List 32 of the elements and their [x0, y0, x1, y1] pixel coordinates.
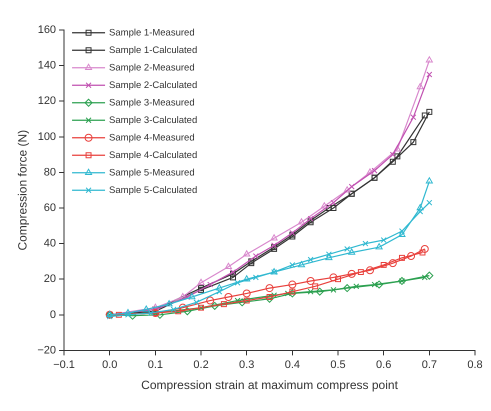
y-tick-label: 80	[44, 166, 56, 178]
y-tick-label: 60	[44, 202, 56, 214]
y-tick-label: −20	[37, 344, 56, 356]
x-tick-label: 0.2	[193, 359, 209, 372]
x-tick-label: 0.7	[422, 359, 437, 372]
legend-label: Sample 1-Measured	[109, 27, 195, 38]
x-tick-label: 0.5	[330, 359, 346, 372]
y-tick-label: 20	[44, 273, 56, 286]
legend-label: Sample 2-Measured	[109, 62, 195, 74]
x-tick-label: 0.1	[148, 359, 164, 372]
x-tick-label: 0.0	[102, 359, 118, 372]
y-tick-label: 100	[38, 130, 56, 143]
legend-label: Sample 3-Calculated	[109, 114, 198, 126]
legend-label: Sample 5-Measured	[109, 167, 195, 178]
legend-label: Sample 4-Measured	[109, 132, 195, 144]
legend-label: Sample 4-Calculated	[109, 150, 198, 161]
legend-label: Sample 2-Calculated	[109, 80, 198, 91]
y-tick-label: 140	[38, 60, 56, 72]
x-axis-title: Compression strain at maximum compress point	[141, 378, 399, 392]
y-tick-label: 120	[38, 95, 56, 108]
y-tick-label: 0	[50, 308, 56, 321]
y-tick-label: 160	[38, 24, 56, 36]
x-tick-label: 0.6	[376, 359, 392, 372]
x-tick-label: 0.8	[467, 359, 483, 372]
legend-label: Sample 5-Calculated	[109, 184, 198, 196]
y-axis-title: Compression force (N)	[16, 130, 30, 251]
legend-label: Sample 1-Calculated	[109, 44, 198, 56]
x-tick-label: 0.4	[284, 359, 300, 372]
y-tick-label: 40	[44, 238, 56, 250]
x-tick-label: −0.1	[53, 359, 75, 372]
legend-label: Sample 3-Measured	[109, 97, 195, 108]
x-tick-label: 0.3	[239, 359, 254, 372]
